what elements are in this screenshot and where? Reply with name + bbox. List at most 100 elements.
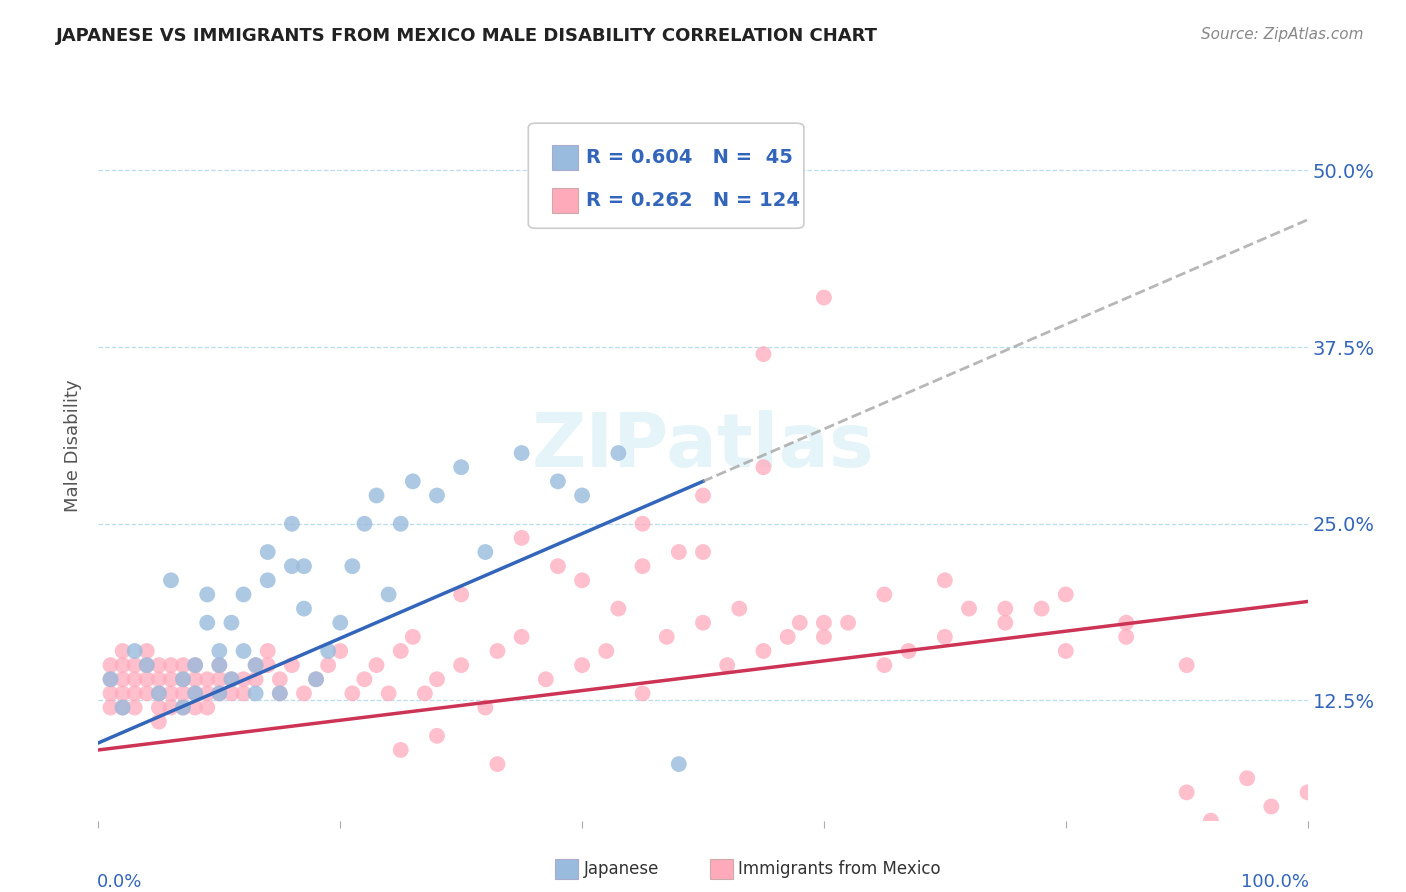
- Point: [148, 686, 170, 700]
- Text: 0.0%: 0.0%: [97, 873, 142, 891]
- Point: [873, 587, 896, 601]
- Point: [111, 686, 134, 700]
- Point: [148, 686, 170, 700]
- Point: [245, 658, 267, 673]
- Text: Immigrants from Mexico: Immigrants from Mexico: [738, 860, 941, 878]
- Text: R = 0.604   N =  45: R = 0.604 N = 45: [586, 147, 793, 167]
- Point: [994, 615, 1017, 630]
- Point: [269, 686, 291, 700]
- Point: [135, 658, 157, 673]
- Point: [195, 587, 218, 601]
- Point: [316, 658, 339, 673]
- Point: [607, 446, 630, 460]
- Point: [208, 673, 231, 687]
- Point: [534, 673, 557, 687]
- Point: [172, 686, 194, 700]
- Point: [1115, 615, 1137, 630]
- Point: [934, 574, 956, 588]
- Point: [716, 658, 738, 673]
- Point: [329, 644, 352, 658]
- Point: [245, 686, 267, 700]
- Point: [160, 574, 183, 588]
- Point: [195, 615, 218, 630]
- Point: [256, 574, 278, 588]
- Point: [692, 488, 714, 502]
- Point: [934, 630, 956, 644]
- Point: [316, 644, 339, 658]
- Point: [474, 545, 496, 559]
- Point: [571, 658, 593, 673]
- Point: [305, 673, 328, 687]
- Point: [100, 686, 122, 700]
- Point: [111, 673, 134, 687]
- Point: [776, 630, 799, 644]
- Point: [631, 686, 654, 700]
- Point: [172, 700, 194, 714]
- Text: R = 0.262   N = 124: R = 0.262 N = 124: [586, 191, 800, 211]
- Point: [256, 545, 278, 559]
- Point: [377, 686, 399, 700]
- Point: [389, 644, 412, 658]
- Point: [1175, 785, 1198, 799]
- Point: [426, 488, 449, 502]
- Point: [957, 601, 980, 615]
- Point: [292, 559, 315, 574]
- Point: [148, 673, 170, 687]
- Point: [377, 587, 399, 601]
- Point: [873, 658, 896, 673]
- Point: [135, 658, 157, 673]
- Point: [752, 644, 775, 658]
- Text: 100.0%: 100.0%: [1240, 873, 1309, 891]
- Point: [184, 686, 207, 700]
- Point: [631, 559, 654, 574]
- Point: [1236, 771, 1258, 785]
- Point: [1054, 587, 1077, 601]
- Point: [837, 615, 859, 630]
- Text: Japanese: Japanese: [583, 860, 659, 878]
- Point: [752, 347, 775, 361]
- Point: [245, 673, 267, 687]
- Point: [172, 673, 194, 687]
- Point: [897, 644, 920, 658]
- Point: [148, 714, 170, 729]
- Point: [269, 673, 291, 687]
- Point: [450, 658, 472, 673]
- Point: [1031, 601, 1053, 615]
- Point: [245, 658, 267, 673]
- Point: [184, 658, 207, 673]
- Point: [728, 601, 751, 615]
- Point: [221, 673, 243, 687]
- Point: [172, 700, 194, 714]
- Point: [1054, 644, 1077, 658]
- Point: [256, 658, 278, 673]
- Point: [1175, 658, 1198, 673]
- Point: [160, 673, 183, 687]
- Point: [208, 658, 231, 673]
- Point: [1296, 785, 1319, 799]
- Point: [195, 700, 218, 714]
- Point: [329, 615, 352, 630]
- Point: [571, 574, 593, 588]
- Point: [486, 757, 509, 772]
- Point: [1115, 630, 1137, 644]
- Point: [1199, 814, 1222, 828]
- Point: [111, 644, 134, 658]
- Point: [208, 686, 231, 700]
- Point: [100, 700, 122, 714]
- Point: [208, 658, 231, 673]
- Point: [692, 615, 714, 630]
- Point: [184, 686, 207, 700]
- Point: [342, 686, 364, 700]
- Point: [269, 686, 291, 700]
- Point: [281, 559, 304, 574]
- Point: [402, 630, 425, 644]
- Point: [426, 673, 449, 687]
- Point: [135, 673, 157, 687]
- Point: [100, 658, 122, 673]
- Text: Source: ZipAtlas.com: Source: ZipAtlas.com: [1201, 27, 1364, 42]
- Point: [353, 516, 375, 531]
- Point: [366, 658, 388, 673]
- Point: [148, 658, 170, 673]
- Point: [160, 700, 183, 714]
- Point: [1260, 799, 1282, 814]
